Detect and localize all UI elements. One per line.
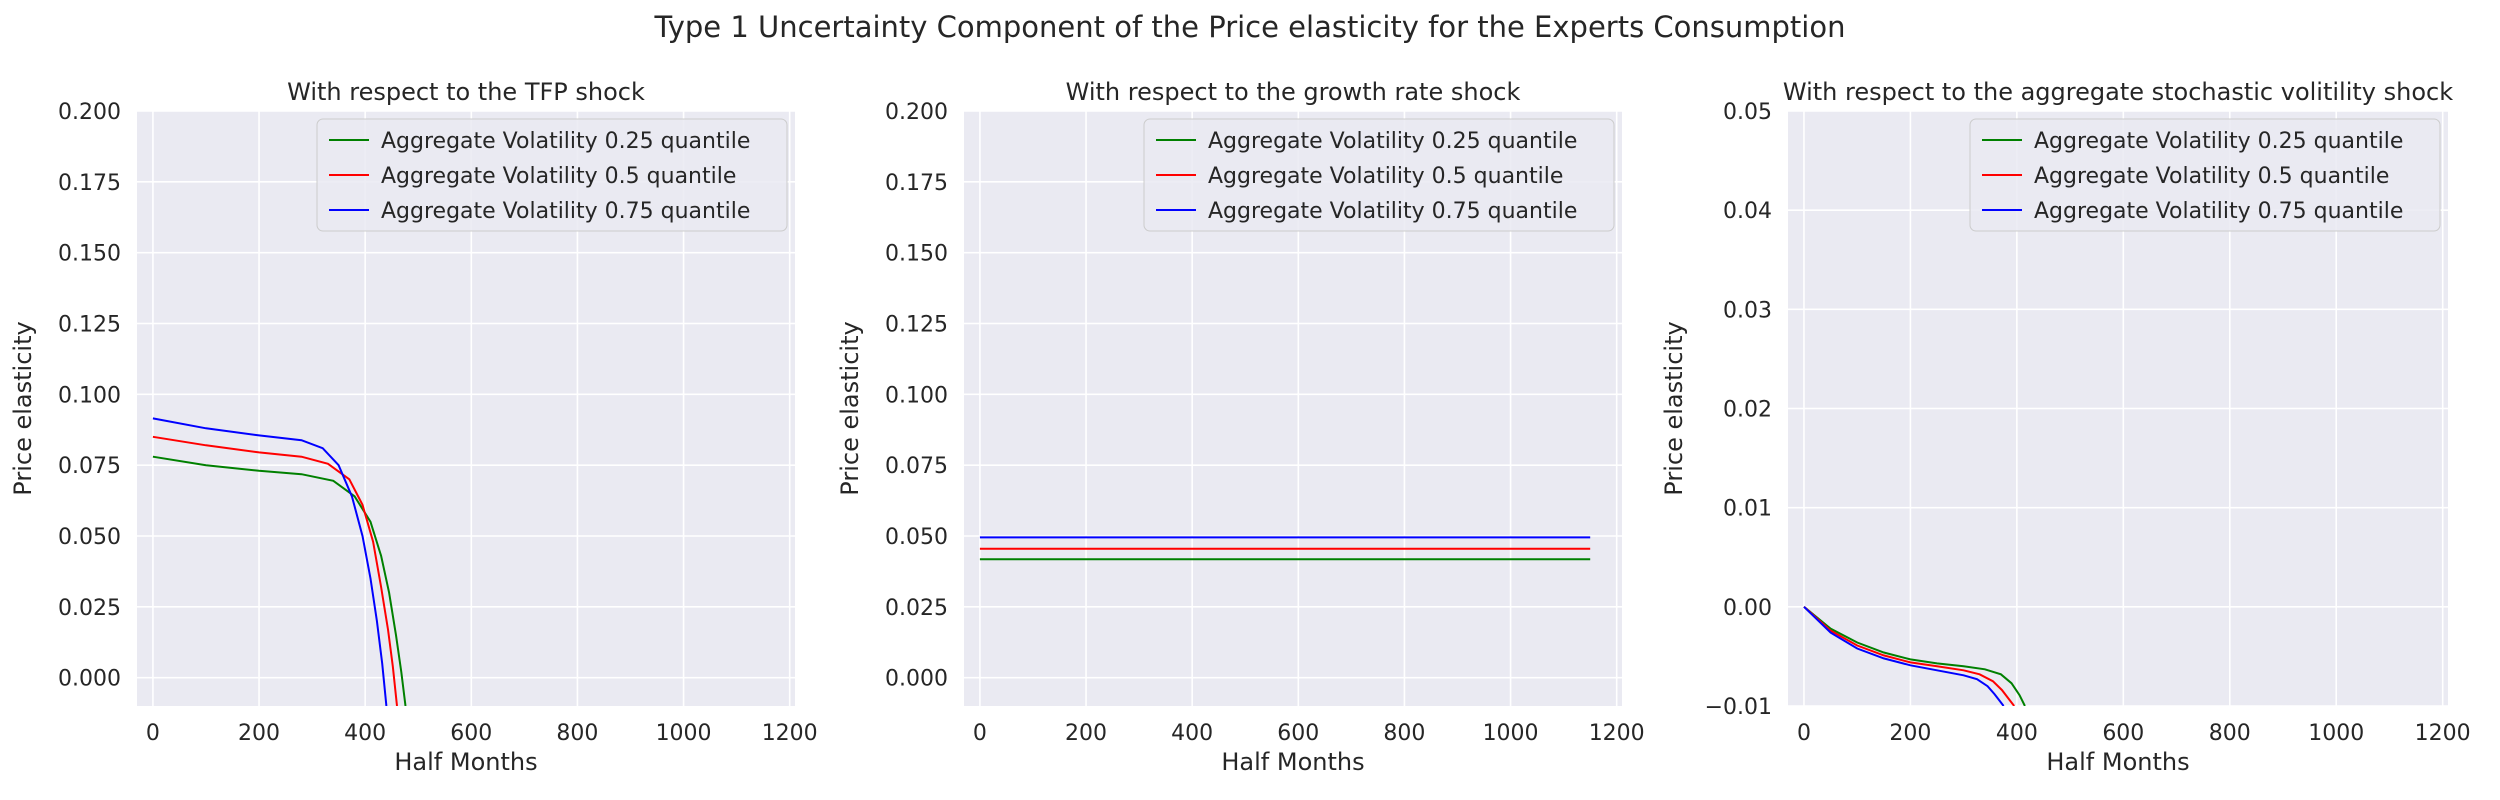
x-tick-label: 800 <box>1383 721 1425 746</box>
chart-panel-3: 0 200 400 600 800 1000 1200 −0.01 0.00 0.01 0.02 0.… <box>1660 78 2471 776</box>
series-line-1 <box>1803 606 2026 706</box>
x-tick-label: 1200 <box>762 721 818 746</box>
x-tick-label: 200 <box>1889 721 1931 746</box>
x-tick-label: 200 <box>238 721 280 746</box>
x-tick-label: 400 <box>1171 721 1213 746</box>
legend-box <box>1969 118 2441 232</box>
x-tick-label: 1200 <box>2415 721 2471 746</box>
series-line-3 <box>152 417 388 706</box>
x-tick-label: 0 <box>1797 721 1811 746</box>
y-tick-label: 0.125 <box>885 313 948 338</box>
y-tick-label: 0.01 <box>1723 497 1772 522</box>
panel-title: With respect to the growth rate shock <box>1066 78 1521 106</box>
y-tick-label: 0.04 <box>1723 199 1772 224</box>
legend-label: Aggregate Volatility 0.5 quantile <box>1208 164 1563 189</box>
y-tick-label: 0.200 <box>58 100 121 125</box>
legend-label: Aggregate Volatility 0.5 quantile <box>2034 164 2389 189</box>
series-line-1 <box>152 455 407 706</box>
x-tick-label: 400 <box>344 721 386 746</box>
x-tick-label: 800 <box>556 721 598 746</box>
y-tick-label: 0.075 <box>885 454 948 479</box>
y-tick-label: 0.125 <box>58 313 121 338</box>
x-tick-label: 0 <box>146 721 160 746</box>
x-tick-label: 800 <box>2209 721 2251 746</box>
y-tick-label: 0.000 <box>58 667 121 692</box>
series-line-3 <box>1803 606 2005 706</box>
legend-label: Aggregate Volatility 0.25 quantile <box>1208 129 1577 154</box>
legend-box <box>1143 118 1615 232</box>
y-tick-label: 0.175 <box>885 171 948 196</box>
x-axis-label: Half Months <box>1221 748 1364 776</box>
y-tick-label: 0.200 <box>885 100 948 125</box>
x-tick-label: 600 <box>1277 721 1319 746</box>
x-axis-label: Half Months <box>2046 748 2189 776</box>
y-tick-label: 0.100 <box>58 383 121 408</box>
legend-label: Aggregate Volatility 0.25 quantile <box>381 129 750 154</box>
legend-label: Aggregate Volatility 0.75 quantile <box>1208 199 1577 224</box>
x-tick-label: 0 <box>973 721 987 746</box>
legend-box <box>316 118 788 232</box>
y-tick-label: 0.02 <box>1723 398 1772 423</box>
series-line-2 <box>152 435 398 706</box>
chart-panel-1: 0 200 400 600 800 1000 1200 0.000 0.025 0.050 0.07… <box>9 78 818 776</box>
y-axis-label: Price elasticity <box>1660 321 1688 495</box>
y-tick-label: 0.000 <box>885 667 948 692</box>
series-line-2 <box>1803 606 2015 706</box>
x-tick-label: 1000 <box>656 721 712 746</box>
x-tick-label: 400 <box>1996 721 2038 746</box>
y-axis-label: Price elasticity <box>836 321 864 495</box>
x-tick-label: 200 <box>1065 721 1107 746</box>
y-tick-label: 0.100 <box>885 383 948 408</box>
y-tick-label: 0.025 <box>58 596 121 621</box>
x-axis-label: Half Months <box>394 748 537 776</box>
y-tick-label: 0.050 <box>58 525 121 550</box>
legend-label: Aggregate Volatility 0.5 quantile <box>381 164 736 189</box>
y-tick-label: 0.075 <box>58 454 121 479</box>
panel-title: With respect to the TFP shock <box>287 78 645 106</box>
x-tick-label: 600 <box>2102 721 2144 746</box>
y-tick-label: 0.00 <box>1723 596 1772 621</box>
y-tick-label: 0.150 <box>58 242 121 267</box>
y-tick-label: 0.175 <box>58 171 121 196</box>
y-tick-label: 0.050 <box>885 525 948 550</box>
chart-panel-2: 0 200 400 600 800 1000 1200 0.000 0.025 0.050 0.07… <box>836 78 1645 776</box>
y-tick-label: 0.05 <box>1723 100 1772 125</box>
x-tick-label: 600 <box>450 721 492 746</box>
y-tick-label: 0.025 <box>885 596 948 621</box>
y-tick-label: 0.03 <box>1723 298 1772 323</box>
y-tick-label: −0.01 <box>1705 695 1772 720</box>
legend-label: Aggregate Volatility 0.25 quantile <box>2034 129 2403 154</box>
legend-label: Aggregate Volatility 0.75 quantile <box>2034 199 2403 224</box>
y-tick-label: 0.150 <box>885 242 948 267</box>
x-tick-label: 1000 <box>1483 721 1539 746</box>
y-axis-label: Price elasticity <box>9 321 37 495</box>
x-tick-label: 1000 <box>2308 721 2364 746</box>
legend-label: Aggregate Volatility 0.75 quantile <box>381 199 750 224</box>
panel-title: With respect to the aggregate stochastic… <box>1783 78 2453 106</box>
figure-title: Type 1 Uncertainty Component of the Pric… <box>654 10 1846 44</box>
x-tick-label: 1200 <box>1589 721 1645 746</box>
